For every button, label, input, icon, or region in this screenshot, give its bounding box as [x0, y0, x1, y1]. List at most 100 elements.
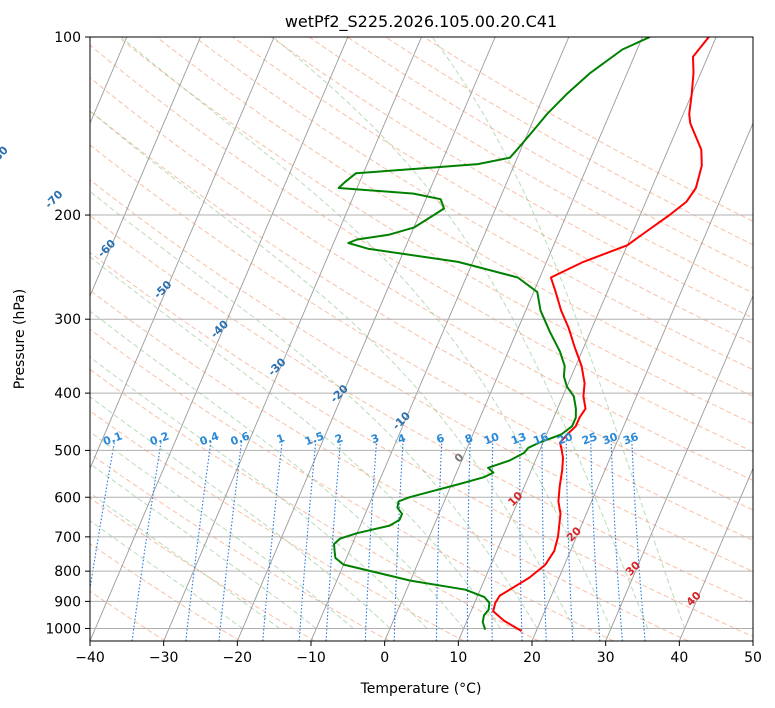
mixing-ratio-label: 0.2 — [148, 429, 171, 448]
mixing-ratio-label: 2 — [333, 431, 345, 446]
mixing-ratio-label: 20 — [556, 430, 575, 448]
pressure-gridlines — [90, 37, 753, 629]
y-tick-label: 300 — [54, 312, 81, 328]
mixing-ratio-line — [565, 439, 574, 641]
x-tick-label: 20 — [523, 650, 541, 666]
x-tick-label: −40 — [75, 650, 105, 666]
isotherm-line — [236, 37, 496, 641]
mixing-ratio-label: 13 — [509, 430, 528, 447]
dry-adiabat-line — [90, 44, 753, 453]
y-tick-label: 900 — [54, 594, 81, 610]
x-tick-label: 0 — [380, 650, 389, 666]
mixing-ratio-line — [262, 439, 283, 641]
mixing-ratio-line — [590, 439, 601, 641]
isotherm-line — [531, 122, 753, 641]
y-axis: 100 200 300 400 500 600 700 800 900 1000 — [45, 30, 90, 637]
dry-adiabat-line — [232, 37, 753, 345]
y-tick-label: 1000 — [45, 621, 81, 637]
skewt-background-lines — [90, 37, 753, 641]
mixing-ratio-line — [131, 439, 162, 641]
mixing-ratio-line — [435, 439, 443, 641]
temperature-profile — [492, 37, 710, 632]
y-tick-label: 100 — [54, 30, 81, 46]
dry-adiabat-line — [156, 37, 753, 397]
mixing-ratio-line — [541, 439, 547, 641]
dry-adiabat-line — [90, 110, 753, 511]
plot-frame — [89, 36, 754, 642]
isotherm-line — [678, 467, 753, 641]
mixing-ratio-line — [218, 439, 243, 641]
mixing-ratio-line — [610, 439, 623, 641]
mixing-ratio-label: 10 — [482, 430, 501, 448]
moist-adiabat-line — [90, 431, 354, 629]
mixing-ratio-labels: 0.1 0.2 0.4 0.6 1 1.5 2 3 4 6 8 10 13 16 20 25 30 36 — [101, 429, 640, 448]
moist-adiabat-line — [90, 190, 538, 629]
y-tick-label: 400 — [54, 386, 81, 402]
moist-adiabat-line — [90, 463, 317, 629]
mixing-ratio-label: 0.4 — [198, 429, 221, 448]
isotherm-label: -80 — [0, 143, 11, 166]
x-tick-label: −30 — [149, 650, 179, 666]
dry-adiabat-line — [90, 77, 753, 481]
dry-adiabat-line — [90, 328, 614, 641]
x-tick-label: 30 — [597, 650, 615, 666]
dewpoint-profile — [333, 37, 651, 631]
dry-adiabat-line — [90, 368, 540, 641]
moist-adiabat-line — [431, 37, 686, 629]
dry-adiabat-line — [90, 289, 689, 641]
isotherm-line — [384, 37, 643, 641]
x-axis: −40 −30 −20 −10 0 10 20 30 40 50 — [75, 641, 762, 666]
x-tick-label: −20 — [223, 650, 253, 666]
mixing-ratio-label: 1 — [275, 431, 287, 446]
mixing-ratio-line — [298, 439, 317, 641]
moist-adiabat-line — [90, 356, 428, 629]
dry-adiabat-line — [90, 251, 753, 638]
y-tick-label: 600 — [54, 490, 81, 506]
dry-adiabat-line — [423, 37, 753, 222]
mixing-ratio-line — [519, 439, 523, 641]
mixing-ratio-line — [364, 439, 378, 641]
x-tick-label: 10 — [449, 650, 467, 666]
mixing-ratio-line — [466, 439, 471, 641]
dry-adiabat-line — [308, 37, 753, 294]
moist-adiabat-line — [120, 37, 612, 629]
x-tick-label: −10 — [296, 650, 326, 666]
y-axis-title: Pressure (hPa) — [12, 289, 28, 389]
y-tick-label: 800 — [54, 564, 81, 580]
mixing-ratio-line — [490, 439, 494, 641]
mixing-ratio-label: 6 — [435, 431, 447, 446]
mixing-ratio-label: 25 — [580, 430, 599, 447]
mixing-ratio-label: 0.6 — [229, 429, 252, 448]
x-axis-title: Temperature (°C) — [360, 681, 482, 697]
moist-adiabat-line — [90, 520, 243, 629]
isotherm-line — [605, 294, 753, 641]
mixing-ratio-line — [185, 439, 212, 641]
isotherm-line — [90, 37, 275, 470]
isotherm-line — [163, 37, 422, 641]
sounding-profiles — [333, 37, 710, 632]
y-tick-label: 200 — [54, 208, 81, 224]
mixing-ratio-label: 16 — [531, 430, 550, 448]
mixing-ratio-line — [393, 439, 404, 641]
moist-adiabat-line — [90, 256, 501, 629]
dry-adiabat-line — [90, 214, 753, 605]
mixing-ratio-label: 0.1 — [101, 429, 124, 448]
mixing-ratio-line — [631, 439, 646, 641]
moist-adiabat-line — [90, 110, 575, 629]
mixing-ratio-label: 30 — [601, 430, 620, 448]
chart-title: wetPf2_S225.2026.105.00.20.C41 — [285, 12, 557, 32]
y-tick-label: 700 — [54, 530, 81, 546]
dry-adiabat-line — [90, 179, 753, 573]
dry-adiabat-line — [347, 37, 753, 270]
mixing-ratio-label: 36 — [621, 430, 640, 448]
isotherm-line — [90, 37, 201, 298]
moist-adiabat-line — [90, 310, 465, 629]
mixing-ratio-label: 1.5 — [303, 429, 326, 448]
isotherm-line — [457, 37, 717, 641]
x-tick-label: 50 — [744, 650, 762, 666]
isotherm-line — [310, 37, 570, 641]
x-tick-label: 40 — [670, 650, 688, 666]
dry-adiabat-line — [118, 37, 753, 425]
